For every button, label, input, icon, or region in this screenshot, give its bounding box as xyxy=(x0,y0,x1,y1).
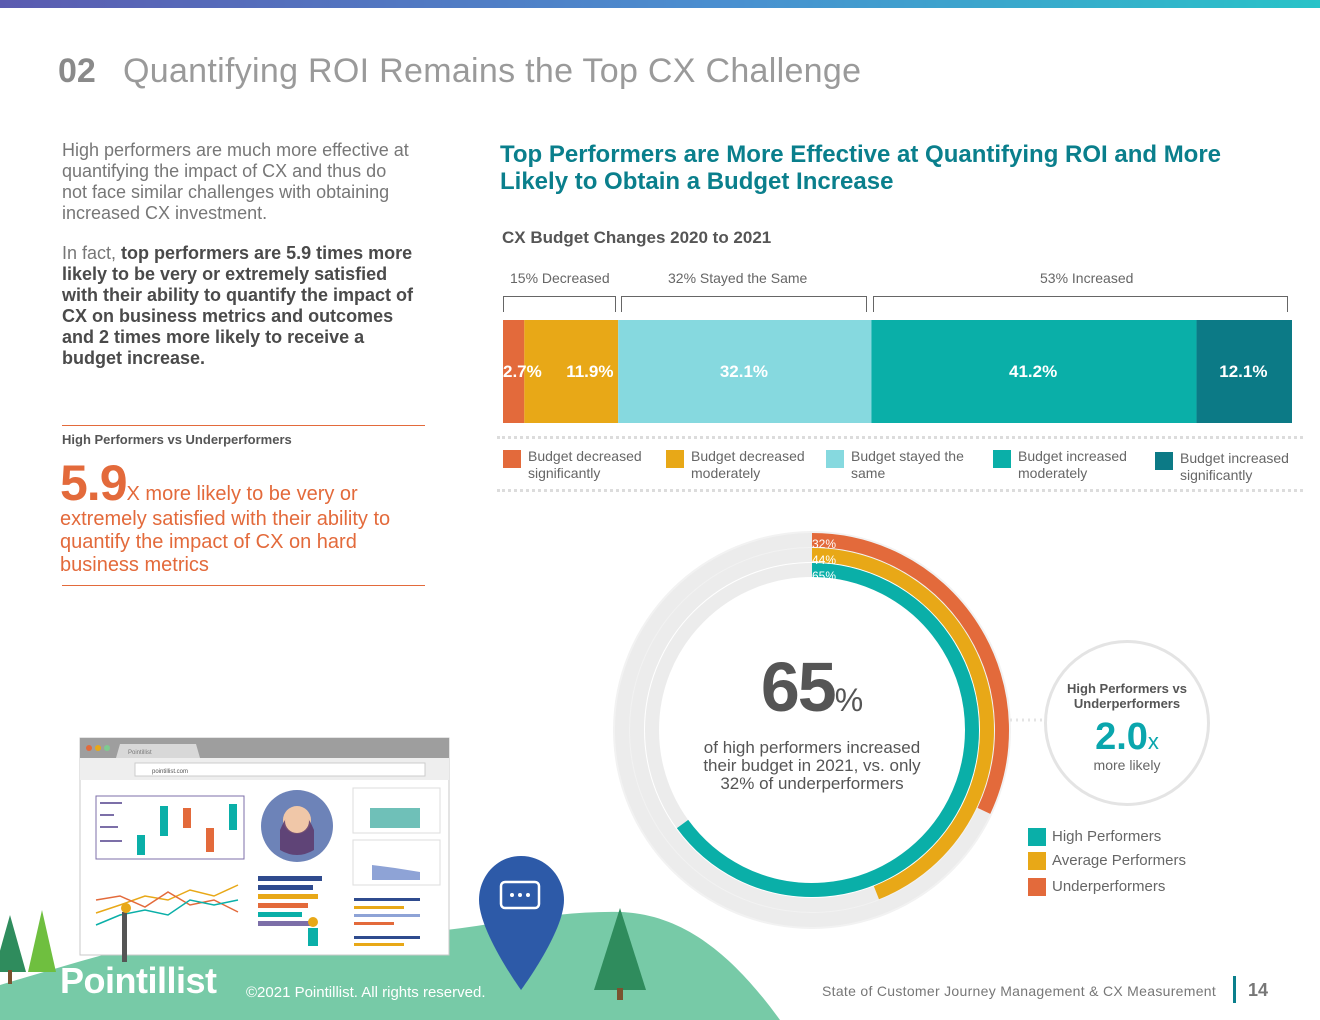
ring-legend-swatch-high-performers xyxy=(1028,828,1046,846)
bar-label-decreased-significantly: 2.7% xyxy=(503,362,542,381)
top-gradient-bar xyxy=(0,0,1320,8)
chart-subtitle: CX Budget Changes 2020 to 2021 xyxy=(502,228,772,247)
ring-legend-label-high-performers: High Performers xyxy=(1052,828,1162,845)
fact-bold: top performers are 5.9 times more likely… xyxy=(62,243,414,368)
donut-value-number: 65 xyxy=(760,648,837,726)
stacked-bar-chart xyxy=(503,320,1292,423)
person-icon xyxy=(121,903,318,962)
bar-segment-decreased-moderately xyxy=(524,320,619,423)
donut-value: 65% xyxy=(700,648,924,739)
bar-segment-stayed-same xyxy=(618,320,872,423)
page-title: Quantifying ROI Remains the Top CX Chall… xyxy=(123,52,862,90)
comparison-value: 2.0x xyxy=(1047,717,1207,762)
legend-swatch-decreased-significantly xyxy=(503,450,521,468)
stat-text: X more likely to be very or extremely sa… xyxy=(60,483,391,576)
bracket-label-decreased: 15% Decreased xyxy=(510,270,610,286)
bracket-label-same: 32% Stayed the Same xyxy=(668,270,808,286)
fact-paragraph: In fact, top performers are 5.9 times mo… xyxy=(62,243,414,369)
comparison-circle: High Performers vs Underperformers 2.0x … xyxy=(1044,640,1210,806)
ring-legend-swatch-average-performers xyxy=(1028,852,1046,870)
compare-label: High Performers vs Underperformers xyxy=(62,432,292,447)
illustration: Pointillist pointillist.com xyxy=(0,737,780,1020)
bar-segment-decreased-significantly xyxy=(503,320,525,423)
intro-paragraph: High performers are much more effective … xyxy=(62,140,409,223)
chart-title: Top Performers are More Effective at Qua… xyxy=(500,141,1222,195)
ring-arc-high-performers xyxy=(676,563,979,897)
legend-swatch-stayed-same xyxy=(826,450,844,468)
divider-bottom xyxy=(62,585,425,586)
comparison-suffix: x xyxy=(1147,729,1159,754)
comparison-title: High Performers vs Underperformers xyxy=(1067,681,1187,711)
comparison-sub: more likely xyxy=(1093,757,1161,773)
ring-legend-swatch-underperformers xyxy=(1028,878,1046,896)
chat-pin-icon xyxy=(479,856,564,990)
footer-copyright: ©2021 Pointillist. All rights reserved. xyxy=(246,984,486,1001)
ring-label-high-performers: 65% xyxy=(812,569,837,583)
connector-dots xyxy=(1010,718,1046,722)
legend-box xyxy=(497,436,1303,492)
legend-label-increased-moderately: Budget increased moderately xyxy=(1018,448,1127,481)
browser-window-illustration: Pointillist pointillist.com xyxy=(79,737,450,956)
bar-label-decreased-moderately: 11.9% xyxy=(566,362,614,381)
page-number: 14 xyxy=(1248,980,1269,1000)
legend-swatch-decreased-moderately xyxy=(666,450,684,468)
divider-top xyxy=(62,425,425,426)
bar-segment-increased-moderately xyxy=(871,320,1197,423)
footer-logo: Pointillist xyxy=(60,960,217,1001)
legend-label-increased-significantly: Budget increased significantly xyxy=(1180,450,1289,483)
comparison-number: 2.0 xyxy=(1095,716,1148,758)
footer-divider xyxy=(1233,976,1236,1003)
ring-legend-label-underperformers: Underperformers xyxy=(1052,878,1166,895)
bar-label-increased-significantly: 12.1% xyxy=(1219,362,1268,381)
bar-label-stayed-same: 32.1% xyxy=(719,362,769,381)
legend-swatch-increased-significantly xyxy=(1155,452,1173,470)
legend-label-decreased-moderately: Budget decreased moderately xyxy=(691,448,805,481)
bracket-label-increased: 53% Increased xyxy=(1040,270,1134,286)
tree-icon xyxy=(0,908,646,1000)
browser-url-text: pointillist.com xyxy=(152,769,188,775)
donut-description: of high performers increased their budge… xyxy=(703,738,921,793)
fact-prefix: In fact, xyxy=(62,243,122,263)
ring-arc-underperformers xyxy=(811,533,1009,814)
bracket-same xyxy=(621,296,867,312)
footer-doc-title: State of Customer Journey Management & C… xyxy=(822,983,1217,999)
legend-swatch-increased-moderately xyxy=(993,450,1011,468)
ring-legend-label-average-performers: Average Performers xyxy=(1052,852,1186,869)
bar-segment-increased-significantly xyxy=(1196,320,1292,423)
stat-value: 5.9 xyxy=(60,455,128,511)
section-number: 02 xyxy=(58,52,96,90)
ring-arc-average-performers xyxy=(811,548,994,900)
browser-tab-text: Pointillist xyxy=(128,750,152,756)
bracket-increased xyxy=(873,296,1288,312)
donut-center-text: 65% of high performers increased their b… xyxy=(700,648,924,793)
ring-label-underperformers: 32% xyxy=(812,537,837,551)
ring-chart xyxy=(613,531,1011,929)
bracket-decreased xyxy=(503,296,616,312)
bar-label-increased-moderately: 41.2% xyxy=(1008,362,1058,381)
legend-label-stayed-same: Budget stayed the same xyxy=(851,448,964,481)
legend-label-decreased-significantly: Budget decreased significantly xyxy=(528,448,642,481)
donut-value-pct: % xyxy=(834,682,864,718)
ring-label-average-performers: 44% xyxy=(812,553,837,567)
ring-inner-white xyxy=(635,553,989,907)
stat-callout: 5.9X more likely to be very or extremely… xyxy=(60,458,420,577)
